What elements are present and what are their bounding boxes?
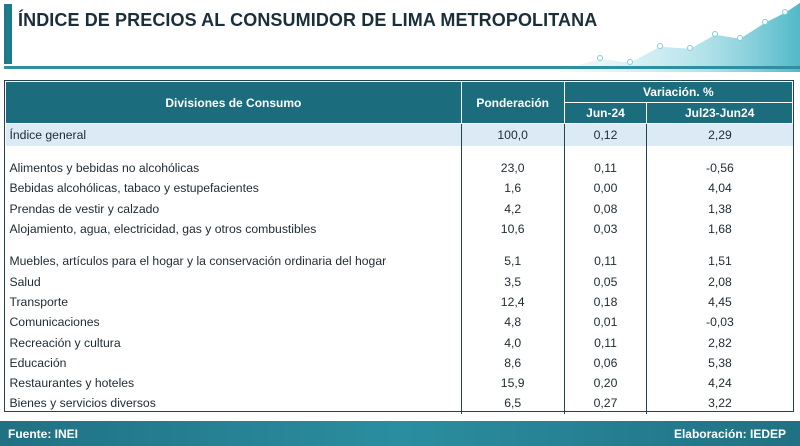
division-label: Bienes y servicios diversos <box>9 396 156 411</box>
footer-credit: Elaboración: IEDEP <box>673 427 786 441</box>
ponderacion-value: 6,5 <box>460 393 565 414</box>
cpi-table-frame: Divisiones de Consumo Ponderación Variac… <box>4 80 794 414</box>
wave-line <box>559 1 800 71</box>
ponderacion-value: 3,5 <box>460 271 565 292</box>
table-row: Alojamiento, agua, electricidad, gas y o… <box>6 218 793 240</box>
jun-value: 0,27 <box>563 393 647 414</box>
table-row: Comunicaciones 4,8 0,01 -0,03 <box>6 312 793 333</box>
jul-value: 4,45 <box>646 291 793 313</box>
jul-value: 4,04 <box>646 178 793 199</box>
jun-value: 0,11 <box>563 332 647 353</box>
ponderacion-value: 1,6 <box>460 178 565 199</box>
jul-value: -0,56 <box>646 158 793 179</box>
cpi-table: Divisiones de Consumo Ponderación Variac… <box>5 81 794 414</box>
ponderacion-value: 8,6 <box>460 352 565 373</box>
jun-value: 0,01 <box>563 312 647 333</box>
division-label: Salud <box>9 274 41 289</box>
header-ponderacion: Ponderación <box>460 81 565 124</box>
division-label: Restaurantes y hoteles <box>9 376 135 391</box>
footer-bar: Fuente: INEI Elaboración: IEDEP <box>0 421 800 446</box>
ponderacion-value: 10,6 <box>460 218 565 240</box>
jun-value: 0,03 <box>563 218 647 240</box>
division-label: Recreación y cultura <box>9 335 121 350</box>
jun-value: 0,20 <box>563 372 647 394</box>
jul-value: 1,68 <box>646 218 793 240</box>
table-row: Recreación y cultura 4,0 0,11 2,82 <box>6 332 793 353</box>
table-row: Prendas de vestir y calzado 4,2 0,08 1,3… <box>6 198 793 219</box>
header-jul: Jul23-Jun24 <box>646 102 793 124</box>
ponderacion-value: 4,0 <box>460 332 565 353</box>
wave-fill <box>560 2 800 72</box>
jul-value: 5,38 <box>646 352 793 373</box>
division-label: Bebidas alcohólicas, tabaco y estupefaci… <box>9 181 259 196</box>
jul-value: 4,24 <box>646 372 793 394</box>
header-variacion: Variación. % <box>563 81 794 103</box>
division-label: Muebles, artículos para el hogar y la co… <box>9 254 387 269</box>
ponderacion-value: 100,0 <box>460 123 565 146</box>
header-divisiones: Divisiones de Consumo <box>5 81 462 124</box>
division-label: Índice general <box>5 123 462 146</box>
jul-value: 3,22 <box>646 393 793 414</box>
ponderacion-value: 4,2 <box>460 198 565 219</box>
table-row: Salud 3,5 0,05 2,08 <box>6 271 793 292</box>
footer-source: Fuente: INEI <box>8 427 79 441</box>
jul-value: -0,03 <box>646 312 793 333</box>
division-label: Prendas de vestir y calzado <box>9 201 160 216</box>
jul-value: 2,08 <box>646 271 793 292</box>
table-row: Muebles, artículos para el hogar y la co… <box>6 251 793 272</box>
jun-value: 0,11 <box>563 158 647 179</box>
ponderacion-value: 15,9 <box>460 372 565 394</box>
table-spacer <box>6 239 793 252</box>
jul-value: 1,51 <box>646 251 793 272</box>
ponderacion-value: 23,0 <box>460 158 565 179</box>
table-row: Educación 8,6 0,06 5,38 <box>6 352 793 373</box>
jul-value: 2,82 <box>646 332 793 353</box>
ponderacion-value: 12,4 <box>460 291 565 313</box>
jun-value: 0,12 <box>563 123 647 146</box>
table-row: Bienes y servicios diversos 6,5 0,27 3,2… <box>6 393 793 414</box>
division-label: Alimentos y bebidas no alcohólicas <box>9 161 200 176</box>
jun-value: 0,05 <box>563 271 647 292</box>
jun-value: 0,08 <box>563 198 647 219</box>
division-label: Educación <box>9 355 67 370</box>
title-accent-bar <box>4 4 12 64</box>
table-row: Bebidas alcohólicas, tabaco y estupefaci… <box>6 178 793 199</box>
jun-value: 0,11 <box>563 251 647 272</box>
ponderacion-value: 4,8 <box>460 312 565 333</box>
table-row-general: Índice general 100,0 0,12 2,29 <box>5 123 793 146</box>
header-wave-decoration <box>4 1 800 72</box>
header-jun: Jun-24 <box>563 102 648 124</box>
jun-value: 0,00 <box>563 178 647 199</box>
table-row: Transporte 12,4 0,18 4,45 <box>6 291 793 313</box>
division-label: Comunicaciones <box>9 315 100 330</box>
jun-value: 0,06 <box>563 352 647 373</box>
division-label: Alojamiento, agua, electricidad, gas y o… <box>9 222 317 237</box>
ponderacion-value: 5,1 <box>460 251 565 272</box>
table-row: Restaurantes y hoteles 15,9 0,20 4,24 <box>6 372 793 394</box>
jul-value: 2,29 <box>646 123 793 146</box>
table-row: Alimentos y bebidas no alcohólicas 23,0 … <box>6 158 793 179</box>
division-label: Transporte <box>9 294 68 309</box>
jun-value: 0,18 <box>563 291 647 313</box>
header-underline <box>4 66 800 69</box>
jul-value: 1,38 <box>646 198 793 219</box>
page-title: ÍNDICE DE PRECIOS AL CONSUMIDOR DE LIMA … <box>18 10 598 30</box>
table-spacer <box>6 146 793 158</box>
